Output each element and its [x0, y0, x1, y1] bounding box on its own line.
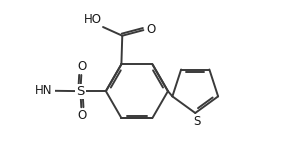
Text: HO: HO: [84, 13, 102, 26]
Text: O: O: [77, 109, 86, 122]
Text: S: S: [193, 115, 201, 128]
Text: HN: HN: [35, 84, 52, 97]
Text: O: O: [77, 60, 86, 73]
Text: S: S: [76, 85, 85, 98]
Text: O: O: [146, 23, 156, 36]
